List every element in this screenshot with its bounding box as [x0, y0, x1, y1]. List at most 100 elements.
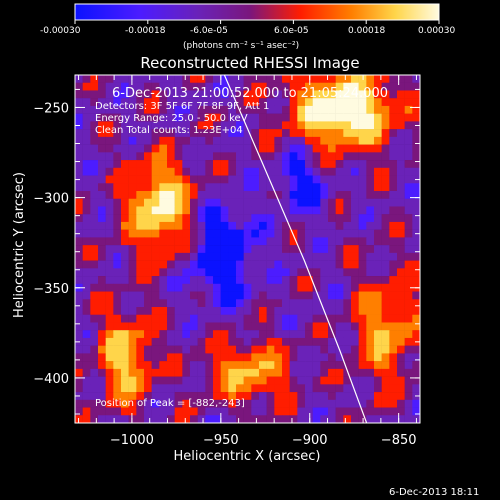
- heatmap-cell: [220, 90, 229, 99]
- heatmap-cell: [243, 376, 252, 385]
- heatmap-cell: [236, 268, 244, 277]
- heatmap-cell: [121, 98, 129, 107]
- heatmap-cell: [381, 268, 390, 277]
- heatmap-cell: [266, 368, 275, 377]
- heatmap-cell: [151, 198, 160, 207]
- heatmap-cell: [259, 291, 267, 300]
- heatmap-cell: [274, 314, 283, 323]
- heatmap-cell: [266, 268, 275, 277]
- heatmap-cell: [305, 206, 313, 215]
- heatmap-cell: [404, 399, 413, 408]
- heatmap-cell: [381, 361, 390, 370]
- heatmap-cell: [259, 121, 267, 130]
- heatmap-cell: [374, 144, 382, 153]
- heatmap-cell: [297, 283, 306, 292]
- heatmap-cell: [136, 392, 145, 401]
- heatmap-cell: [151, 245, 160, 254]
- heatmap-cell: [220, 307, 229, 315]
- heatmap-cell: [182, 353, 191, 362]
- heatmap-cell: [335, 322, 344, 331]
- heatmap-cell: [167, 229, 175, 238]
- heatmap-cell: [243, 175, 252, 184]
- heatmap-cell: [98, 245, 106, 254]
- heatmap-cell: [205, 252, 214, 261]
- heatmap-cell: [251, 345, 260, 354]
- heatmap-cell: [366, 229, 375, 238]
- heatmap-cell: [136, 160, 145, 169]
- heatmap-cell: [274, 206, 283, 215]
- heatmap-cell: [151, 221, 160, 230]
- heatmap-cell: [75, 345, 83, 354]
- heatmap-cell: [151, 144, 160, 153]
- heatmap-cell: [228, 229, 237, 238]
- heatmap-cell: [128, 152, 137, 161]
- heatmap-cell: [113, 252, 122, 261]
- heatmap-cell: [328, 191, 336, 199]
- heatmap-cell: [312, 75, 321, 83]
- heatmap-cell: [82, 175, 91, 184]
- heatmap-cell: [121, 113, 129, 122]
- heatmap-cell: [282, 283, 290, 292]
- heatmap-cell: [182, 98, 191, 107]
- heatmap-cell: [358, 307, 367, 315]
- heatmap-cell: [121, 322, 129, 331]
- heatmap-cell: [236, 160, 244, 169]
- heatmap-cell: [213, 399, 221, 408]
- heatmap-cell: [220, 353, 229, 362]
- heatmap-cell: [128, 160, 137, 169]
- heatmap-cell: [82, 307, 91, 315]
- heatmap-cell: [75, 152, 83, 161]
- heatmap-cell: [312, 144, 321, 153]
- heatmap-cell: [374, 307, 382, 315]
- heatmap-cell: [75, 237, 83, 246]
- heatmap-cell: [205, 237, 214, 246]
- heatmap-cell: [236, 144, 244, 153]
- heatmap-cell: [190, 105, 198, 114]
- heatmap-cell: [251, 337, 260, 346]
- heatmap-cell: [243, 392, 252, 401]
- heatmap-cell: [381, 291, 390, 300]
- heatmap-cell: [98, 361, 106, 370]
- heatmap-cell: [351, 361, 359, 370]
- heatmap-cell: [289, 392, 298, 401]
- heatmap-cell: [343, 407, 352, 416]
- heatmap-cell: [75, 361, 83, 370]
- heatmap-cell: [136, 129, 145, 138]
- colorbar-gradient: [74, 3, 440, 21]
- heatmap-cell: [228, 260, 237, 269]
- heatmap-cell: [197, 376, 206, 385]
- heatmap-cell: [335, 160, 344, 169]
- heatmap-cell: [128, 90, 137, 99]
- heatmap-cell: [312, 392, 321, 401]
- heatmap-cell: [312, 268, 321, 277]
- heatmap-cell: [266, 98, 275, 107]
- heatmap-cell: [389, 314, 398, 323]
- heatmap-cell: [389, 82, 398, 91]
- heatmap-cell: [136, 206, 145, 215]
- heatmap-cell: [167, 160, 175, 169]
- heatmap-cell: [259, 214, 267, 223]
- heatmap-cell: [236, 113, 244, 122]
- heatmap-cell: [374, 90, 382, 99]
- heatmap-cell: [236, 353, 244, 362]
- heatmap-cell: [197, 191, 206, 199]
- heatmap-cell: [90, 384, 99, 393]
- heatmap-cell: [182, 75, 191, 83]
- heatmap-cell: [128, 82, 137, 91]
- heatmap-cell: [251, 392, 260, 401]
- heatmap-cell: [144, 98, 152, 107]
- heatmap-cell: [320, 183, 329, 192]
- heatmap-cell: [98, 98, 106, 107]
- heatmap-cell: [197, 183, 206, 192]
- heatmap-cell: [351, 307, 359, 315]
- heatmap-cell: [105, 136, 114, 145]
- heatmap-cell: [328, 345, 336, 354]
- heatmap-cell: [159, 392, 168, 401]
- heatmap-cell: [274, 330, 283, 339]
- heatmap-cell: [282, 307, 290, 315]
- heatmap-cell: [144, 121, 152, 130]
- heatmap-cell: [113, 183, 122, 192]
- heatmap-cell: [358, 283, 367, 292]
- heatmap-cell: [335, 415, 344, 423]
- heatmap-cell: [374, 322, 382, 331]
